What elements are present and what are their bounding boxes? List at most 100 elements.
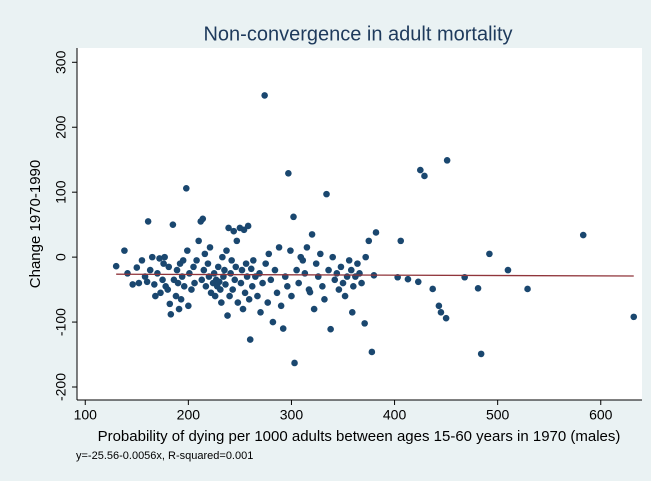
point: [323, 190, 330, 198]
point: [310, 305, 318, 313]
point: [219, 253, 226, 261]
point: [327, 325, 334, 333]
point: [301, 270, 309, 277]
point: [124, 270, 131, 277]
point: [180, 283, 188, 290]
x-tick-label: 600: [589, 407, 613, 423]
point: [341, 292, 349, 300]
point: [279, 325, 287, 332]
point: [262, 260, 269, 267]
point: [579, 231, 587, 239]
point: [293, 266, 300, 274]
point: [288, 292, 295, 300]
point: [159, 276, 166, 284]
point: [193, 257, 200, 264]
point: [226, 292, 233, 300]
point: [265, 250, 273, 258]
fit-line: [116, 273, 634, 277]
point: [112, 262, 120, 270]
point: [221, 266, 228, 274]
y-tick-label: -100: [53, 308, 69, 336]
point: [179, 257, 187, 264]
point: [146, 266, 154, 274]
point: [223, 247, 230, 254]
point: [435, 302, 443, 310]
point: [238, 266, 246, 274]
point: [337, 263, 345, 271]
point: [339, 279, 347, 287]
point: [284, 283, 291, 290]
chart-title: Non-convergence in adult mortality: [203, 23, 512, 45]
point: [190, 263, 197, 271]
x-tick-label: 200: [177, 407, 201, 423]
point: [184, 247, 191, 254]
y-tick-label: 0: [53, 253, 69, 261]
point: [429, 285, 437, 293]
x-axis-label: Probability of dying per 1000 adults bet…: [98, 428, 621, 445]
point: [504, 266, 512, 274]
y-tick-label: -200: [53, 373, 69, 401]
point: [200, 266, 208, 274]
point: [166, 300, 174, 308]
point: [237, 279, 245, 287]
point: [217, 286, 224, 293]
point: [321, 296, 328, 303]
point: [299, 257, 307, 264]
point: [224, 312, 231, 319]
point: [151, 281, 158, 288]
point: [229, 286, 236, 293]
point: [271, 266, 279, 274]
point: [250, 257, 257, 264]
point: [248, 283, 256, 290]
point: [269, 318, 277, 326]
point: [141, 273, 149, 280]
point: [165, 263, 173, 271]
point: [261, 92, 268, 99]
point: [362, 253, 369, 261]
point: [188, 286, 195, 293]
point: [222, 281, 229, 288]
point: [246, 336, 254, 343]
point: [201, 250, 209, 258]
point: [345, 257, 353, 264]
point: [247, 265, 255, 273]
point: [227, 270, 234, 277]
point: [361, 320, 368, 327]
point: [331, 276, 339, 284]
point: [277, 302, 285, 310]
point: [191, 279, 198, 287]
point: [437, 309, 445, 316]
point: [308, 231, 316, 238]
x-tick-label: 500: [486, 407, 510, 423]
point: [174, 279, 182, 287]
point: [211, 292, 219, 300]
point: [202, 283, 210, 290]
note: y=-25.56-0.0056x, R-squared=0.001: [76, 450, 253, 462]
point: [152, 292, 159, 300]
point: [329, 253, 336, 261]
point: [264, 299, 272, 306]
point: [312, 260, 320, 267]
point: [195, 237, 202, 245]
point: [233, 237, 241, 245]
point: [257, 309, 264, 316]
point: [198, 276, 206, 284]
point: [290, 213, 297, 221]
point: [372, 229, 380, 236]
point: [365, 237, 373, 245]
point: [350, 283, 357, 290]
y-tick-label: 200: [53, 115, 69, 139]
point: [143, 278, 151, 286]
x-tick-label: 100: [74, 407, 98, 423]
point: [267, 276, 275, 284]
point: [335, 286, 343, 293]
point: [167, 310, 175, 318]
point: [325, 266, 332, 274]
point: [156, 255, 163, 262]
point: [242, 260, 250, 267]
point: [129, 281, 136, 288]
plot-area: [77, 48, 642, 400]
point: [228, 257, 235, 264]
point: [421, 172, 428, 180]
point: [273, 289, 281, 297]
